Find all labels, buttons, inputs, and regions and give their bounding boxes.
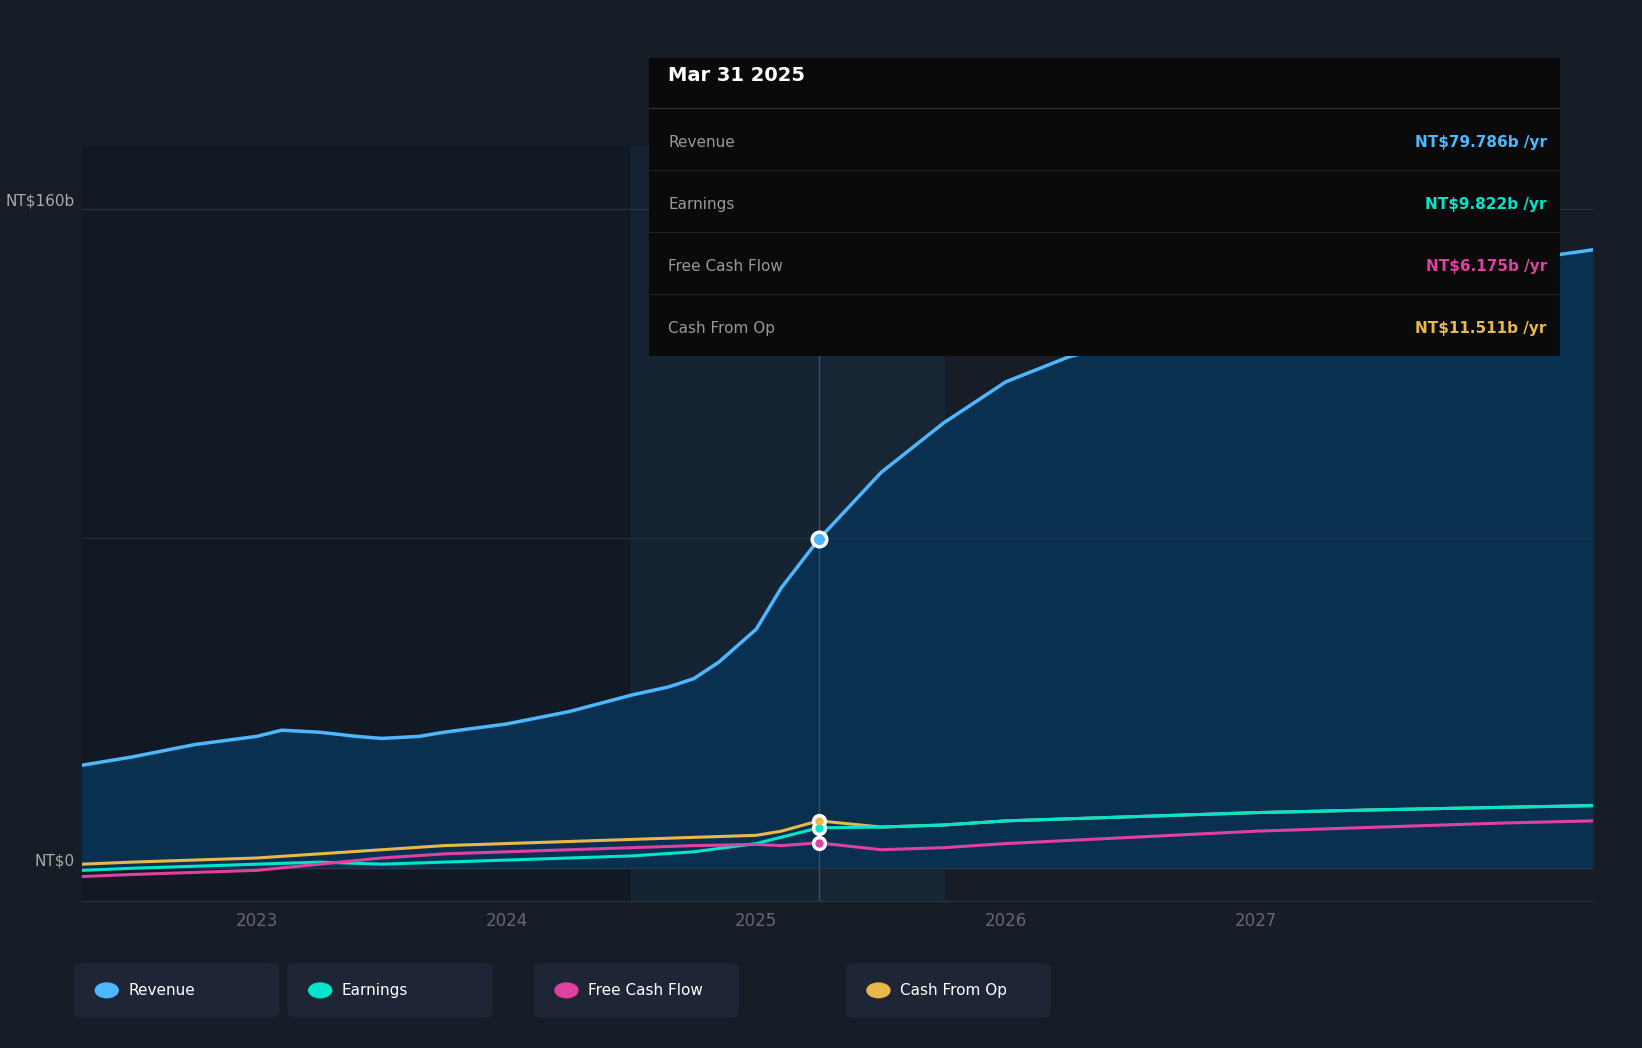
Text: Revenue: Revenue <box>668 134 736 150</box>
Text: Past: Past <box>762 178 806 196</box>
Text: Free Cash Flow: Free Cash Flow <box>668 259 783 274</box>
Text: Cash From Op: Cash From Op <box>900 983 1007 998</box>
Text: NT$79.786b /yr: NT$79.786b /yr <box>1415 134 1547 150</box>
Text: Cash From Op: Cash From Op <box>668 321 775 335</box>
Text: Earnings: Earnings <box>668 197 734 212</box>
Text: NT$6.175b /yr: NT$6.175b /yr <box>1425 259 1547 274</box>
Bar <box>82 147 819 901</box>
Bar <box>632 147 944 901</box>
Text: Free Cash Flow: Free Cash Flow <box>588 983 703 998</box>
Text: Mar 31 2025: Mar 31 2025 <box>668 66 805 85</box>
Text: Revenue: Revenue <box>128 983 195 998</box>
Bar <box>819 147 1593 901</box>
Text: NT$0: NT$0 <box>34 853 74 869</box>
Text: NT$160b: NT$160b <box>5 194 74 209</box>
Text: NT$9.822b /yr: NT$9.822b /yr <box>1425 197 1547 212</box>
Text: Earnings: Earnings <box>342 983 407 998</box>
Text: Analysts Forecasts: Analysts Forecasts <box>831 178 985 196</box>
Text: NT$11.511b /yr: NT$11.511b /yr <box>1415 321 1547 335</box>
